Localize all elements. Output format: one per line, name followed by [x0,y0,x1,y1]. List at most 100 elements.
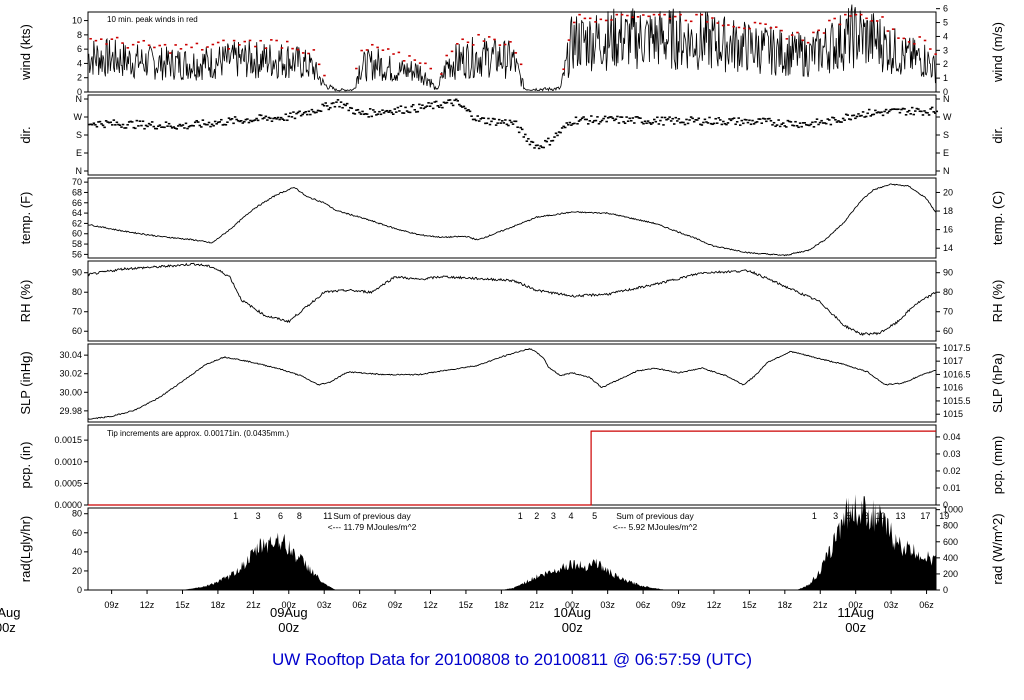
dir-point [236,119,240,122]
wind-peak-marker [860,13,863,16]
dir-point [511,123,515,125]
dir-point [121,123,125,126]
dir-point [875,111,879,114]
dir-point [94,124,97,126]
dir-point [161,126,165,128]
dir-point [149,124,152,126]
wind-peak-marker [785,38,789,40]
dir-point [900,108,903,111]
dir-point [852,114,856,117]
wind-peak-marker [631,16,634,19]
wind-right-tick-label: 2 [943,59,948,69]
dir-point [536,144,539,147]
dir-point [715,122,719,124]
wind-peak-marker [424,62,427,65]
rad-hour-mark: 5 [846,511,851,521]
pcp-right-tick-label: 0.02 [943,466,961,476]
pcp-line [88,430,936,506]
dir-point [197,121,200,123]
dir-point [781,122,785,124]
wind-peak-marker [854,13,858,16]
dir-point [685,118,688,121]
dir-point [100,123,103,125]
dir-point [256,119,260,122]
dir-point [596,116,599,118]
dir-point [645,122,648,125]
dir-point [190,124,194,127]
dir-point [482,117,486,120]
rad-hour-mark: 5 [592,511,597,521]
slp-right-tick-label: 1017 [943,356,963,366]
wind-peak-marker [126,47,130,49]
wind-peak-marker [599,18,603,21]
dir-point [823,122,826,124]
rad-right-tick-label: 400 [943,553,958,563]
dir-point [606,117,610,119]
dir-point [112,119,116,121]
dir-point [92,122,96,125]
dir-point [215,123,218,125]
wind-peak-marker [397,51,401,54]
dir-point [109,121,112,124]
dir-point [181,124,185,126]
wind-peak-marker [503,43,507,46]
rad-hour-mark: 3 [256,511,261,521]
dir-point [858,115,862,117]
dir-point [702,121,705,124]
dir-point [467,109,470,111]
dir-point [898,111,902,114]
wind-peak-marker [822,32,826,34]
dir-point [880,111,883,113]
dir-point [553,136,556,138]
dir-point [325,105,329,107]
dir-point [107,121,111,124]
rad-right-tick-label: 600 [943,537,958,547]
rad-hour-mark: 19 [939,511,949,521]
dir-point [785,126,788,128]
dir-point [281,118,284,121]
wind-peak-marker [195,42,199,45]
dir-point [345,102,349,105]
dir-point [404,106,407,109]
dir-point [289,112,292,115]
dir-point [540,146,544,149]
dir-point [264,115,268,118]
slp-line [87,347,936,420]
dir-point [901,107,905,110]
time-tick-label: 15z [175,600,190,610]
temp-left-tick-label: 66 [72,198,82,208]
chart-title: UW Rooftop Data for 20100808 to 20100811… [271,650,752,669]
temp-left-tick-label: 62 [72,218,82,228]
dir-point [714,117,717,120]
dir-point [210,123,214,126]
dir-point [470,115,473,117]
dir-point [227,117,231,119]
dir-point [177,125,180,127]
dir-point [679,121,682,124]
wind-peak-marker [461,38,464,41]
wind-peak-marker [673,15,677,18]
dir-point [502,122,506,124]
dir-point [544,139,547,142]
wind-peak-marker [498,44,502,46]
dir-point [296,111,300,114]
dir-point [642,122,645,125]
dir-point [689,116,693,118]
dir-point [583,118,587,121]
wind-peak-marker [759,22,762,25]
dir-point [662,124,665,126]
rad-day-sum-label: Sum of previous day [333,511,411,521]
day-date-label: 8Aug [0,605,21,620]
dir-point [840,121,843,123]
dir-point [203,123,206,125]
dir-point [453,99,456,102]
rad-hour-mark: 17 [920,511,930,521]
dir-point [834,118,837,121]
temp-right-tick-label: 20 [943,187,953,197]
dir-point [173,127,177,129]
rad-hour-mark: 11 [323,511,332,521]
dir-point [669,120,673,122]
slp-left-tick-label: 30.02 [59,369,82,379]
dir-point [384,110,387,113]
dir-point [368,108,372,110]
